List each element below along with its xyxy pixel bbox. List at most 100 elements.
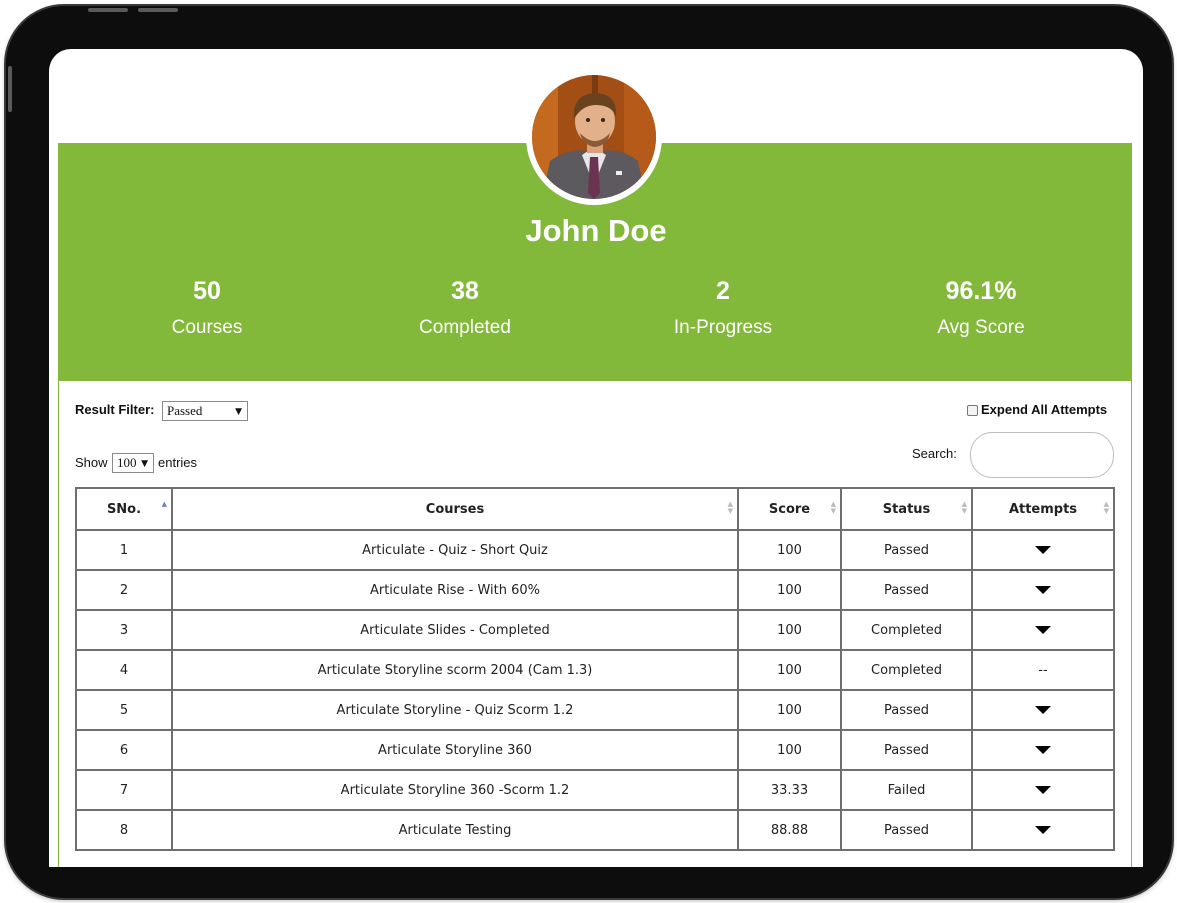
cell-course: Articulate Storyline scorm 2004 (Cam 1.3…	[171, 649, 739, 691]
caret-down-icon[interactable]	[1035, 746, 1051, 754]
expand-all-label: Expend All Attempts	[981, 402, 1108, 417]
caret-down-icon[interactable]	[1035, 786, 1051, 794]
column-header-score[interactable]: Score ▲ ▼	[737, 487, 842, 531]
cell-sno: 5	[75, 689, 173, 731]
cell-sno: 3	[75, 609, 173, 651]
column-label: Score	[768, 501, 811, 517]
stat-value: 38	[451, 277, 479, 305]
table-row: 6 Articulate Storyline 360 100 Passed	[75, 729, 1115, 771]
cell-status: Failed	[840, 769, 973, 811]
avatar-ring	[526, 69, 662, 205]
cell-status: Passed	[840, 529, 973, 571]
column-header-attempts[interactable]: Attempts ▲ ▼	[971, 487, 1115, 531]
cell-status: Completed	[840, 609, 973, 651]
cell-sno: 2	[75, 569, 173, 611]
chevron-down-icon: ▼	[235, 407, 242, 417]
table-row: 1 Articulate - Quiz - Short Quiz 100 Passed	[75, 529, 1115, 571]
cell-score: 33.33	[737, 769, 842, 811]
result-filter-select[interactable]: Passed ▼	[162, 401, 248, 421]
tablet-button-top	[138, 8, 178, 12]
cell-attempts[interactable]	[971, 689, 1115, 731]
cell-score: 100	[737, 689, 842, 731]
cell-attempts[interactable]	[971, 769, 1115, 811]
cell-attempts[interactable]	[971, 809, 1115, 851]
cell-score: 100	[737, 729, 842, 771]
caret-down-icon[interactable]	[1035, 546, 1051, 554]
avatar-photo-icon	[532, 75, 656, 199]
cell-sno: 1	[75, 529, 173, 571]
chevron-down-icon: ▼	[141, 459, 148, 469]
cell-status: Completed	[840, 649, 973, 691]
cell-sno: 4	[75, 649, 173, 691]
avatar	[532, 75, 656, 199]
cell-attempts[interactable]	[971, 609, 1115, 651]
column-header-status[interactable]: Status ▲ ▼	[840, 487, 973, 531]
sort-icon: ▲ ▼	[830, 500, 836, 515]
table-row: 4 Articulate Storyline scorm 2004 (Cam 1.…	[75, 649, 1115, 691]
cell-score: 100	[737, 649, 842, 691]
stat-label: Avg Score	[937, 317, 1025, 338]
show-label: Show	[75, 455, 108, 470]
cell-course: Articulate Storyline 360	[171, 729, 739, 771]
column-label: Courses	[425, 501, 485, 517]
caret-down-icon[interactable]	[1035, 586, 1051, 594]
caret-down-icon[interactable]	[1035, 826, 1051, 834]
stat-value: 50	[193, 277, 221, 305]
cell-status: Passed	[840, 569, 973, 611]
search-input[interactable]	[970, 432, 1114, 478]
table-row: 7 Articulate Storyline 360 -Scorm 1.2 33.3…	[75, 769, 1115, 811]
caret-down-icon[interactable]	[1035, 706, 1051, 714]
result-filter-value: Passed	[167, 403, 203, 418]
stat-label: Courses	[171, 317, 243, 338]
cell-course: Articulate Testing	[171, 809, 739, 851]
cell-sno: 7	[75, 769, 173, 811]
table-row: 8 Articulate Testing 88.88 Passed	[75, 809, 1115, 851]
cell-attempts[interactable]	[971, 529, 1115, 571]
cell-sno: 6	[75, 729, 173, 771]
column-header-courses[interactable]: Courses ▲ ▼	[171, 487, 739, 531]
cell-course: Articulate Storyline - Quiz Scorm 1.2	[171, 689, 739, 731]
sort-icon: ▲ ▼	[1103, 500, 1109, 515]
cell-course: Articulate Rise - With 60%	[171, 569, 739, 611]
tablet-screen: John Doe 50 Courses 38 Completed 2 In-Pr…	[49, 49, 1143, 867]
stat-avg-score: 96.1% Avg Score	[852, 275, 1110, 339]
tablet-frame: John Doe 50 Courses 38 Completed 2 In-Pr…	[6, 6, 1172, 898]
stat-completed: 38 Completed	[336, 275, 594, 339]
tablet-button-top	[88, 8, 128, 12]
column-header-sno[interactable]: SNo. ▲	[75, 487, 173, 531]
table-header-row: SNo. ▲ Courses ▲ ▼ Score ▲ ▼ Status ▲ ▼	[75, 487, 1115, 531]
result-filter-label: Result Filter:	[75, 402, 155, 417]
cell-course: Articulate - Quiz - Short Quiz	[171, 529, 739, 571]
stat-courses: 50 Courses	[78, 275, 336, 339]
entries-select[interactable]: 100 ▼	[112, 453, 154, 473]
entries-label: entries	[158, 455, 198, 470]
expand-all-checkbox[interactable]	[967, 405, 978, 416]
cell-sno: 8	[75, 809, 173, 851]
column-label: Attempts	[1008, 501, 1078, 517]
cell-score: 100	[737, 529, 842, 571]
caret-down-icon[interactable]	[1035, 626, 1051, 634]
cell-score: 88.88	[737, 809, 842, 851]
stat-in-progress: 2 In-Progress	[594, 275, 852, 339]
user-name: John Doe	[525, 213, 667, 248]
cell-score: 100	[737, 569, 842, 611]
column-label: SNo.	[106, 501, 142, 517]
tablet-button-side	[8, 66, 12, 112]
stat-label: In-Progress	[673, 317, 773, 338]
stat-value: 96.1%	[945, 277, 1017, 305]
table-body: 1 Articulate - Quiz - Short Quiz 100 Passed…	[75, 529, 1115, 851]
cell-status: Passed	[840, 689, 973, 731]
cell-score: 100	[737, 609, 842, 651]
cell-attempts[interactable]	[971, 729, 1115, 771]
table-row: 5 Articulate Storyline - Quiz Scorm 1.2 10…	[75, 689, 1115, 731]
cell-attempts[interactable]	[971, 569, 1115, 611]
entries-value: 100	[117, 455, 137, 470]
cell-status: Passed	[840, 729, 973, 771]
stat-label: Completed	[419, 317, 511, 338]
results-table: SNo. ▲ Courses ▲ ▼ Score ▲ ▼ Status ▲ ▼	[75, 487, 1115, 851]
table-row: 2 Articulate Rise - With 60% 100 Passed	[75, 569, 1115, 611]
table-row: 3 Articulate Slides - Completed 100 Complet…	[75, 609, 1115, 651]
stat-value: 2	[716, 277, 730, 305]
cell-course: Articulate Slides - Completed	[171, 609, 739, 651]
cell-attempts: --	[971, 649, 1115, 691]
